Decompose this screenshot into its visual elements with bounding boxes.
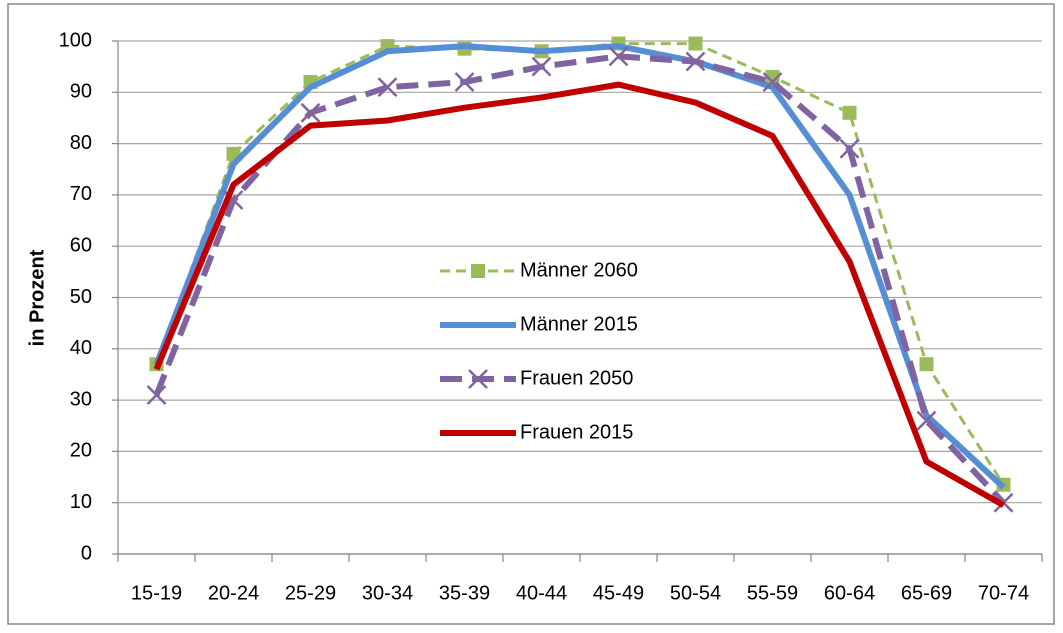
data-point <box>688 36 703 51</box>
y-tick-label: 90 <box>70 81 92 103</box>
y-tick-label: 100 <box>59 29 92 51</box>
y-tick-label: 20 <box>70 440 92 462</box>
x-tick-label: 45-49 <box>593 582 644 604</box>
data-point <box>765 69 780 84</box>
series-line <box>153 53 1006 505</box>
x-tick-label: 40-44 <box>516 582 567 604</box>
y-axis-title: in Prozent <box>26 249 48 346</box>
x-tick-label: 35-39 <box>439 582 490 604</box>
data-point <box>842 105 857 120</box>
y-tick-label: 40 <box>70 337 92 359</box>
legend-label: Frauen 2015 <box>520 421 633 443</box>
x-tick-label: 65-69 <box>901 582 952 604</box>
data-point <box>839 138 860 159</box>
x-tick-label: 25-29 <box>285 582 336 604</box>
series-line <box>153 81 1005 508</box>
legend-label: Männer 2060 <box>520 259 638 281</box>
x-tick-label: 70-74 <box>978 582 1029 604</box>
series-line <box>153 43 1006 490</box>
y-tick-label: 30 <box>70 388 92 410</box>
legend-label: Männer 2015 <box>520 313 638 335</box>
series-line <box>155 42 1005 486</box>
data-point <box>300 102 321 123</box>
y-tick-label: 10 <box>70 491 92 513</box>
y-tick-label: 0 <box>81 542 92 564</box>
legend-marker <box>468 369 488 389</box>
data-point <box>685 51 706 72</box>
y-tick-label: 70 <box>70 183 92 205</box>
x-tick-label: 20-24 <box>208 582 259 604</box>
data-point <box>608 46 629 67</box>
x-tick-label: 30-34 <box>362 582 413 604</box>
legend-label: Frauen 2050 <box>520 367 633 389</box>
data-point <box>146 385 167 405</box>
x-tick-label: 55-59 <box>747 582 798 604</box>
y-tick-label: 80 <box>70 132 92 154</box>
x-tick-label: 15-19 <box>131 582 182 604</box>
legend-marker <box>471 264 485 278</box>
data-point <box>454 72 475 92</box>
data-point <box>916 410 937 431</box>
data-point <box>762 72 783 92</box>
data-point <box>531 56 552 77</box>
x-tick-label: 60-64 <box>824 582 875 604</box>
y-tick-label: 50 <box>70 286 92 308</box>
data-point <box>377 77 398 98</box>
data-point <box>919 357 934 372</box>
y-tick-label: 60 <box>70 234 92 256</box>
x-tick-label: 50-54 <box>670 582 721 604</box>
